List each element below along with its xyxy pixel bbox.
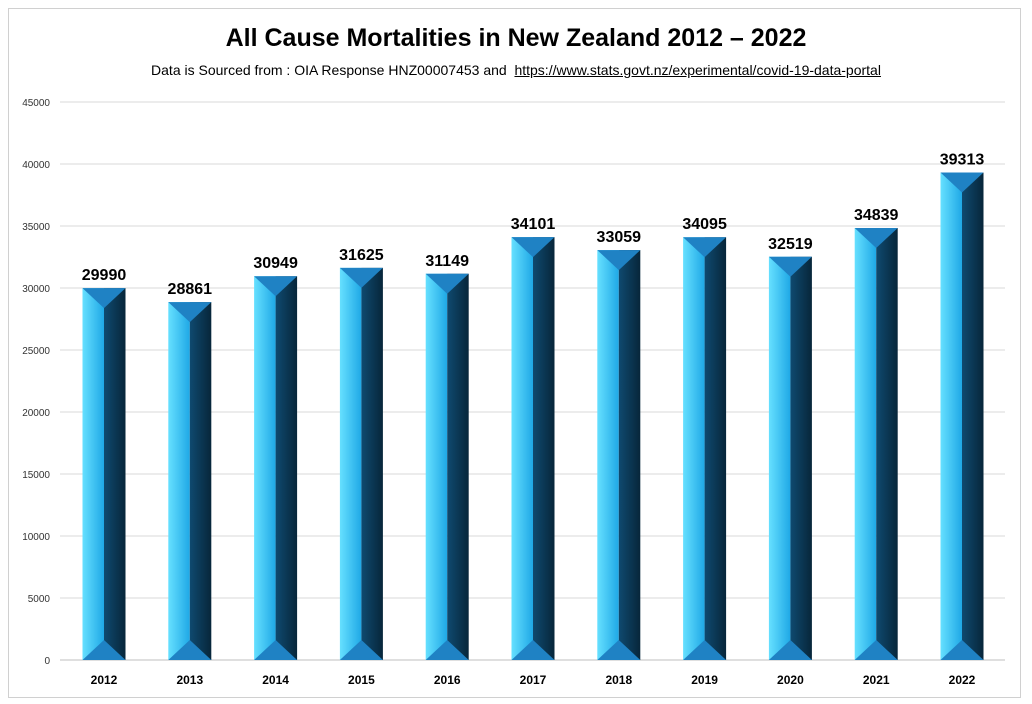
data-label: 34095 (682, 216, 727, 233)
bar (425, 273, 469, 660)
bar-left-face (597, 250, 619, 660)
x-tick-label: 2022 (949, 673, 976, 687)
bar-bottom-bevel (683, 640, 727, 660)
data-label: 32519 (768, 236, 813, 253)
x-tick-label: 2015 (348, 673, 375, 687)
y-tick-label: 0 (44, 656, 50, 667)
bar-top-bevel (82, 288, 126, 309)
bar-bottom-bevel (854, 640, 898, 660)
bar-bottom-bevel (768, 640, 812, 660)
bar-right-face (189, 302, 212, 660)
data-label: 28861 (168, 281, 213, 298)
bar-right-face (361, 267, 383, 660)
bar-bottom-bevel (168, 640, 212, 660)
x-tick-label: 2014 (262, 673, 289, 687)
bar (82, 288, 126, 660)
bar-top-bevel (254, 276, 298, 297)
bar-left-face (940, 172, 962, 660)
y-tick-label: 25000 (22, 346, 50, 357)
bar-top-bevel (511, 237, 555, 258)
bar-right-face (618, 250, 641, 660)
bar-right-face (533, 237, 555, 661)
bar-bottom-bevel (339, 640, 383, 660)
bar-top-bevel (425, 273, 469, 294)
bar (597, 250, 641, 660)
x-tick-label: 2012 (91, 673, 118, 687)
data-label: 31149 (425, 253, 469, 270)
bar (511, 237, 555, 661)
x-tick-label: 2013 (176, 673, 203, 687)
bar-top-bevel (597, 250, 641, 271)
bar (854, 227, 898, 660)
bar-top-bevel (768, 256, 812, 277)
bar-left-face (425, 273, 448, 660)
bar (254, 276, 298, 660)
data-label: 33059 (597, 229, 642, 246)
bar-left-face (82, 288, 104, 660)
chart-frame (8, 8, 1021, 698)
bar (683, 237, 727, 661)
x-tick-label: 2018 (605, 673, 632, 687)
bar-right-face (104, 288, 126, 660)
y-tick-label: 15000 (22, 470, 50, 481)
bar-right-face (447, 273, 469, 660)
chart-title: All Cause Mortalities in New Zealand 201… (225, 24, 807, 52)
bar (339, 267, 383, 660)
data-label: 34101 (511, 216, 556, 233)
y-tick-label: 10000 (22, 532, 50, 543)
data-label: 29990 (82, 267, 127, 284)
bar-top-bevel (683, 237, 727, 258)
bar-bottom-bevel (425, 640, 469, 660)
bar-right-face (790, 256, 812, 660)
bar-right-face (275, 276, 298, 660)
y-tick-label: 30000 (22, 284, 50, 295)
bar-left-face (168, 302, 190, 660)
data-label: 30949 (253, 255, 298, 272)
x-tick-label: 2020 (777, 673, 804, 687)
bar-right-face (962, 172, 984, 660)
x-tick-label: 2016 (434, 673, 461, 687)
y-tick-label: 35000 (22, 222, 50, 233)
x-tick-label: 2021 (863, 673, 890, 687)
bar-bottom-bevel (511, 640, 555, 660)
bar (768, 256, 812, 660)
bar-bottom-bevel (940, 640, 984, 660)
bar-top-bevel (168, 302, 212, 323)
y-tick-label: 45000 (22, 98, 50, 109)
bar-bottom-bevel (254, 640, 298, 660)
x-tick-label: 2017 (520, 673, 547, 687)
bar-left-face (683, 237, 705, 661)
bar-top-bevel (854, 227, 898, 248)
bar-bottom-bevel (597, 640, 641, 660)
chart-subtitle: Data is Sourced from : OIA Response HNZ0… (0, 62, 1032, 78)
y-tick-label: 20000 (22, 408, 50, 419)
bar-right-face (704, 237, 727, 661)
data-label: 31625 (339, 247, 384, 264)
x-tick-label: 2019 (691, 673, 718, 687)
bar-left-face (254, 276, 276, 660)
bar-left-face (854, 227, 877, 660)
y-tick-label: 40000 (22, 160, 50, 171)
bar-left-face (511, 237, 533, 661)
bar-top-bevel (940, 172, 984, 193)
y-tick-label: 5000 (28, 594, 51, 605)
bar-right-face (876, 227, 898, 660)
bar-left-face (768, 256, 791, 660)
bar (168, 302, 212, 660)
source-link[interactable]: https://www.stats.govt.nz/experimental/c… (514, 62, 881, 78)
subtitle-source: Data is Sourced from : OIA Response HNZ0… (151, 62, 507, 78)
data-label: 39313 (940, 152, 985, 169)
data-label: 34839 (854, 207, 899, 224)
bar (940, 172, 984, 660)
bar-top-bevel (339, 267, 383, 288)
bar-bottom-bevel (82, 640, 126, 660)
bar-left-face (339, 267, 362, 660)
